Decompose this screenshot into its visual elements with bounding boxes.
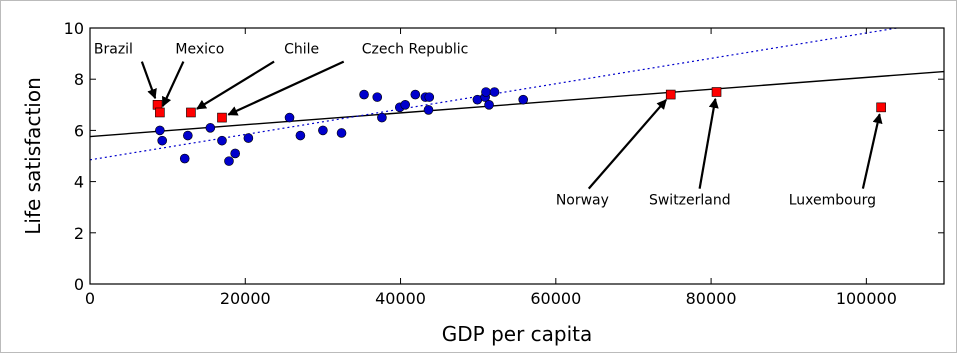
dotted-fit-line [90, 28, 901, 161]
data-point [243, 133, 254, 143]
annotation-label: Switzerland [649, 193, 731, 209]
y-tick-label: 0 [74, 275, 84, 294]
data-point [484, 100, 494, 110]
annotation-arrow [140, 61, 157, 100]
x-tick-label: 80000 [686, 289, 737, 308]
annotation-label: Brazil [94, 42, 133, 58]
y-tick-label: 4 [74, 173, 84, 192]
data-point [424, 92, 435, 102]
data-point [481, 87, 491, 97]
annotation-arrow [196, 60, 275, 110]
data-point [336, 128, 347, 138]
x-axis-label: GDP per capita [442, 322, 593, 346]
solid-fit-line [90, 70, 944, 138]
annotation-arrow [587, 99, 667, 190]
y-tick-label: 6 [74, 121, 84, 140]
y-tick-label: 2 [74, 224, 84, 243]
annotation-arrow [227, 60, 345, 116]
x-tick-label: 60000 [530, 289, 581, 308]
data-point [518, 94, 529, 105]
y-tick-label: 10 [64, 19, 84, 38]
data-point [423, 105, 434, 115]
annotation-label: Luxembourg [789, 193, 876, 209]
data-point [224, 156, 234, 166]
annotation-label: Norway [556, 193, 609, 209]
x-tick-label: 0 [85, 289, 95, 308]
annotation-arrow [698, 97, 719, 189]
annotation-label: Mexico [175, 42, 224, 58]
data-point [155, 125, 165, 136]
highlighted-point [155, 107, 165, 118]
highlighted-point [217, 112, 227, 123]
highlighted-point [665, 89, 676, 100]
data-point [318, 125, 328, 136]
data-point [377, 112, 387, 123]
y-tick-label: 8 [74, 70, 84, 89]
annotation-arrow [161, 61, 185, 108]
data-point [400, 100, 411, 110]
highlighted-point [711, 87, 722, 97]
highlighted-point [876, 102, 886, 113]
data-point [295, 130, 306, 141]
data-point [217, 135, 227, 146]
data-point [205, 123, 216, 133]
data-point [179, 153, 190, 164]
annotation-arrow [861, 113, 883, 189]
x-tick-label: 20000 [220, 289, 271, 308]
highlighted-point [186, 107, 196, 118]
data-point [410, 89, 421, 100]
annotation-label: Czech Republic [362, 42, 469, 58]
x-tick-label: 100000 [836, 289, 897, 308]
data-point [284, 112, 295, 123]
data-point [489, 87, 500, 97]
annotation-label: Chile [284, 42, 319, 58]
data-point [230, 148, 240, 159]
plot-area [89, 27, 945, 285]
data-point [372, 92, 383, 102]
y-axis-label: Life satisfaction [21, 77, 45, 235]
data-point [183, 130, 193, 141]
data-point [359, 89, 369, 100]
x-tick-label: 40000 [375, 289, 426, 308]
data-point [157, 135, 168, 146]
